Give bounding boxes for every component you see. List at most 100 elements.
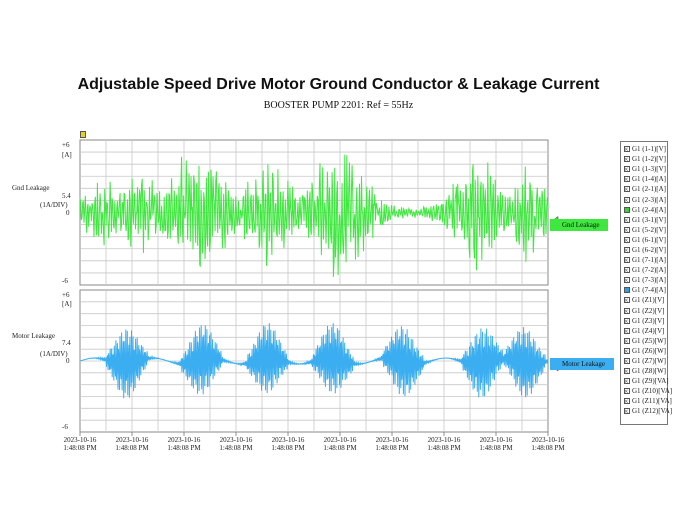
legend-item[interactable]: G1 (7-1)[A] (624, 255, 667, 265)
legend-label: G1 (1-3)[V] (632, 165, 667, 174)
x-tick-label: 2023-10-16 1:48:08 PM (263, 436, 313, 452)
legend-checkbox-icon[interactable] (624, 347, 630, 355)
legend-item[interactable]: G1 (7-4)[A] (624, 285, 667, 295)
legend-label: G1 (6-1)[V] (632, 235, 667, 244)
top-ylabel: Gnd Leakage (12, 184, 50, 192)
legend-checkbox-icon[interactable] (624, 146, 630, 153)
legend-checkbox-icon[interactable] (624, 307, 630, 315)
legend-checkbox-icon[interactable] (624, 186, 630, 193)
gnd-leakage-tag[interactable]: Gnd Leakage (550, 219, 608, 231)
legend-checkbox-icon[interactable] (624, 236, 630, 244)
legend-checkbox-icon[interactable] (624, 388, 630, 395)
legend-item[interactable]: G1 (2-3)[A] (624, 194, 667, 204)
legend-item[interactable]: G1 (2-1)[A] (624, 184, 667, 194)
legend-item[interactable]: G1 (Z6)[W] (624, 346, 667, 356)
legend-item[interactable]: G1 (Z3)[V] (624, 316, 667, 326)
legend-checkbox-icon[interactable] (624, 358, 630, 365)
x-tick-label: 2023-10-16 1:48:08 PM (211, 436, 261, 452)
x-tick-label: 2023-10-16 1:48:08 PM (367, 436, 417, 452)
legend-label: G1 (Z11)[VA] (632, 397, 672, 406)
legend-item[interactable]: G1 (1-3)[V] (624, 164, 667, 174)
legend-label: G1 (Z6)[W] (632, 346, 667, 355)
legend-checkbox-icon[interactable] (624, 327, 630, 335)
x-tick-label: 2023-10-16 1:48:08 PM (315, 436, 365, 452)
x-tick-date: 2023-10-16 (531, 436, 565, 444)
legend-item[interactable]: G1 (Z4)[V] (624, 326, 667, 336)
legend-checkbox-icon[interactable] (624, 378, 630, 385)
bottom-yscale: (1A/DIV) (40, 350, 68, 358)
legend-checkbox-icon[interactable] (624, 297, 630, 304)
legend-checkbox-icon[interactable] (624, 408, 630, 415)
legend-item[interactable]: G1 (7-2)[A] (624, 265, 667, 275)
x-tick-date: 2023-10-16 (479, 436, 513, 444)
legend-label: G1 (1-1)[V] (632, 145, 667, 154)
top-ytick-unit: [A] (62, 151, 72, 159)
legend-item[interactable]: G1 (1-2)[V] (624, 154, 667, 164)
x-tick-date: 2023-10-16 (323, 436, 357, 444)
bottom-ytick-max: +6 (62, 291, 70, 299)
x-tick-time: 1:48:08 PM (271, 444, 305, 452)
legend-label: G1 (Z1)[V] (632, 296, 665, 305)
legend-label: G1 (7-1)[A] (632, 256, 667, 265)
x-tick-time: 1:48:08 PM (115, 444, 149, 452)
legend-item[interactable]: G1 (5-2)[V] (624, 225, 667, 235)
motor-leakage-tag[interactable]: Motor Leakage (550, 358, 614, 370)
legend-label: G1 (Z3)[V] (632, 316, 665, 325)
legend-item[interactable]: G1 (Z8)[W] (624, 366, 667, 376)
x-tick-time: 1:48:08 PM (63, 444, 97, 452)
x-tick-label: 2023-10-16 1:48:08 PM (471, 436, 521, 452)
legend-label: G1 (2-1)[A] (632, 185, 667, 194)
legend-checkbox-icon[interactable] (624, 287, 630, 294)
legend-item[interactable]: G1 (6-1)[V] (624, 235, 667, 245)
x-tick-time: 1:48:08 PM (479, 444, 513, 452)
legend-label: G1 (1-2)[V] (632, 155, 667, 164)
legend-item[interactable]: G1 (Z10)[VA] (624, 386, 672, 396)
legend-item[interactable]: G1 (Z7)[W] (624, 356, 667, 366)
legend-checkbox-icon[interactable] (624, 267, 630, 274)
legend-item[interactable]: G1 (2-4)[A] (624, 205, 667, 215)
legend-checkbox-icon[interactable] (624, 226, 630, 234)
legend-item[interactable]: G1 (3-1)[V] (624, 215, 667, 225)
legend-checkbox-icon[interactable] (624, 317, 630, 325)
legend-checkbox-icon[interactable] (624, 206, 630, 213)
channel-legend[interactable]: G1 (1-1)[V]G1 (1-2)[V]G1 (1-3)[V]G1 (1-4… (620, 141, 672, 425)
legend-checkbox-icon[interactable] (624, 166, 630, 173)
legend-label: G1 (2-3)[A] (632, 195, 667, 204)
legend-checkbox-icon[interactable] (624, 156, 630, 163)
legend-item[interactable]: G1 (7-3)[A] (624, 275, 667, 285)
legend-label: G1 (Z2)[V] (632, 306, 665, 315)
legend-checkbox-icon[interactable] (624, 337, 630, 345)
x-tick-time: 1:48:08 PM (427, 444, 461, 452)
legend-checkbox-icon[interactable] (624, 368, 630, 375)
legend-checkbox-icon[interactable] (624, 196, 630, 204)
legend-item[interactable]: G1 (Z1)[V] (624, 295, 667, 305)
legend-checkbox-icon[interactable] (624, 398, 630, 405)
gnd-leakage-trace (79, 154, 549, 278)
legend-label: G1 (7-4)[A] (632, 286, 667, 295)
legend-label: G1 (2-4)[A] (632, 205, 667, 214)
top-yscale: (1A/DIV) (40, 201, 68, 209)
legend-item[interactable]: G1 (1-4)[A] (624, 174, 667, 184)
x-tick-date: 2023-10-16 (219, 436, 253, 444)
x-tick-time: 1:48:08 PM (375, 444, 409, 452)
legend-label: G1 (Z10)[VA] (632, 387, 673, 396)
legend-item[interactable]: G1 (1-1)[V] (624, 144, 667, 154)
legend-checkbox-icon[interactable] (624, 246, 630, 254)
legend-item[interactable]: G1 (Z5)[W] (624, 336, 667, 346)
legend-label: G1 (1-4)[A] (632, 175, 667, 184)
legend-checkbox-icon[interactable] (624, 277, 630, 284)
x-tick-date: 2023-10-16 (375, 436, 409, 444)
top-ytick-min: -6 (62, 277, 68, 285)
legend-item[interactable]: G1 (Z9)[VA] (624, 376, 669, 386)
x-tick-date: 2023-10-16 (167, 436, 201, 444)
legend-checkbox-icon[interactable] (624, 176, 630, 183)
cursor-marker-icon[interactable] (80, 131, 86, 138)
legend-checkbox-icon[interactable] (624, 216, 630, 224)
legend-item[interactable]: G1 (Z2)[V] (624, 306, 667, 316)
legend-checkbox-icon[interactable] (624, 257, 630, 264)
legend-item[interactable]: G1 (6-2)[V] (624, 245, 667, 255)
legend-label: G1 (7-3)[A] (632, 276, 667, 285)
legend-item[interactable]: G1 (Z12)[VA] (624, 406, 672, 416)
legend-item[interactable]: G1 (Z11)[VA] (624, 396, 672, 406)
